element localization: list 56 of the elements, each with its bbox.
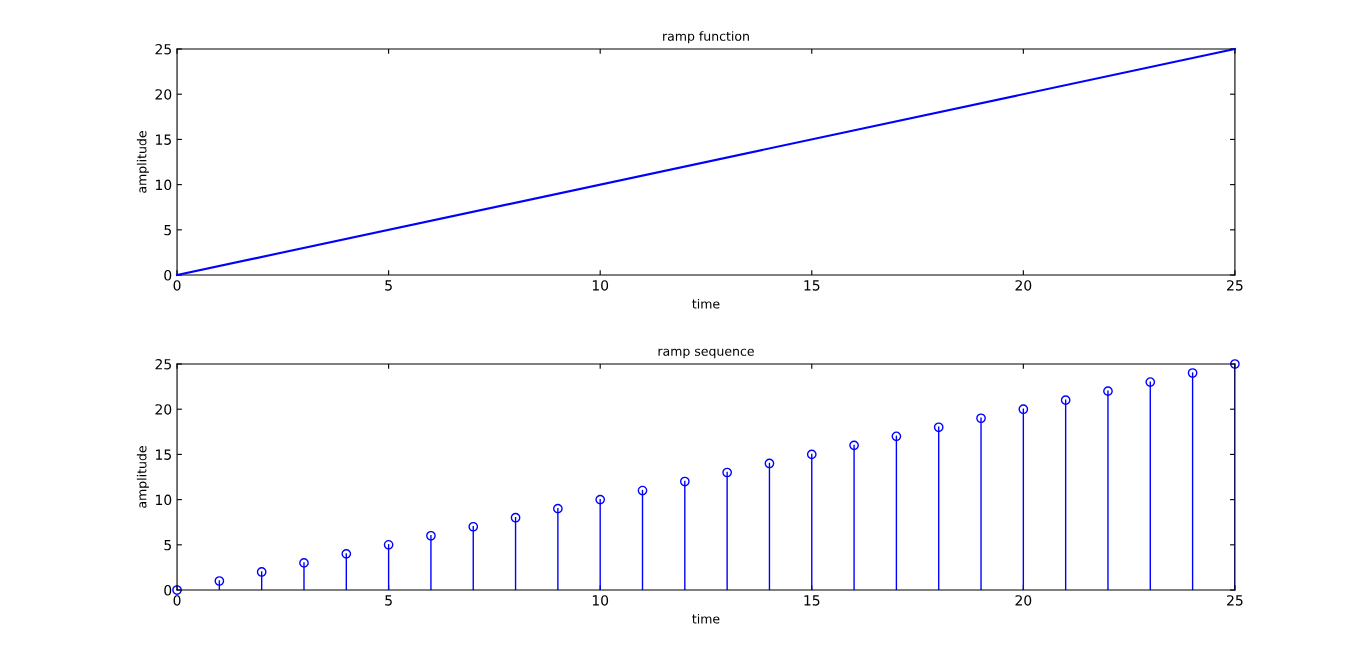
point: [1060, 395, 1071, 406]
y-tick-label: 0: [164, 270, 172, 281]
point: [341, 549, 352, 559]
x-tick-label: 10: [592, 595, 609, 606]
point: [553, 503, 563, 514]
chart-title: ramp function: [663, 31, 749, 44]
chart-title: ramp sequence: [658, 348, 754, 359]
x-tick-label: 25: [1227, 595, 1243, 606]
point: [1103, 386, 1113, 396]
point: [256, 567, 267, 577]
x-tick-label: 10: [592, 280, 609, 291]
y-tick-label: 5: [164, 539, 171, 551]
x-tick-label: 0: [173, 280, 181, 291]
y-tick-label: 10: [156, 494, 172, 506]
point: [764, 458, 775, 469]
point: [637, 485, 648, 496]
x-tick-label: 15: [804, 280, 820, 291]
point: [595, 494, 606, 505]
point: [806, 449, 817, 460]
point: [510, 512, 521, 523]
y-tick-label: 10: [156, 179, 172, 191]
y-tick-label: 25: [155, 358, 171, 370]
x-tick-label: 20: [1015, 280, 1032, 291]
x-axis-title: time: [692, 298, 720, 309]
point: [722, 467, 732, 478]
x-tick-label: 5: [385, 595, 392, 606]
x-tick-label: 5: [385, 280, 392, 291]
point: [891, 431, 902, 442]
x-tick-label: 20: [1015, 595, 1032, 606]
point: [849, 440, 859, 451]
y-tick-label: 5: [164, 224, 171, 236]
point: [299, 558, 309, 568]
y-tick-label: 0: [164, 585, 172, 596]
point: [1187, 368, 1198, 378]
x-axis-title: time: [692, 613, 720, 624]
y-tick-label: 15: [156, 449, 171, 460]
point: [172, 585, 182, 595]
point: [933, 422, 944, 433]
point: [1018, 404, 1029, 415]
y-axis-title: amplitude: [136, 131, 149, 193]
point: [214, 576, 225, 586]
point: [383, 539, 394, 550]
x-tick-label: 25: [1227, 280, 1243, 291]
y-tick-label: 15: [156, 134, 171, 145]
y-tick-label: 20: [155, 404, 172, 415]
point: [1230, 359, 1240, 369]
y-tick-label: 25: [155, 43, 171, 55]
point: [976, 413, 986, 424]
point: [1145, 377, 1156, 387]
point: [679, 476, 690, 487]
y-axis-title: amplitude: [136, 446, 149, 508]
point: [426, 530, 436, 541]
x-tick-label: 15: [804, 595, 820, 606]
y-tick-label: 20: [155, 89, 172, 100]
point: [468, 521, 479, 532]
x-tick-label: 0: [173, 595, 181, 606]
